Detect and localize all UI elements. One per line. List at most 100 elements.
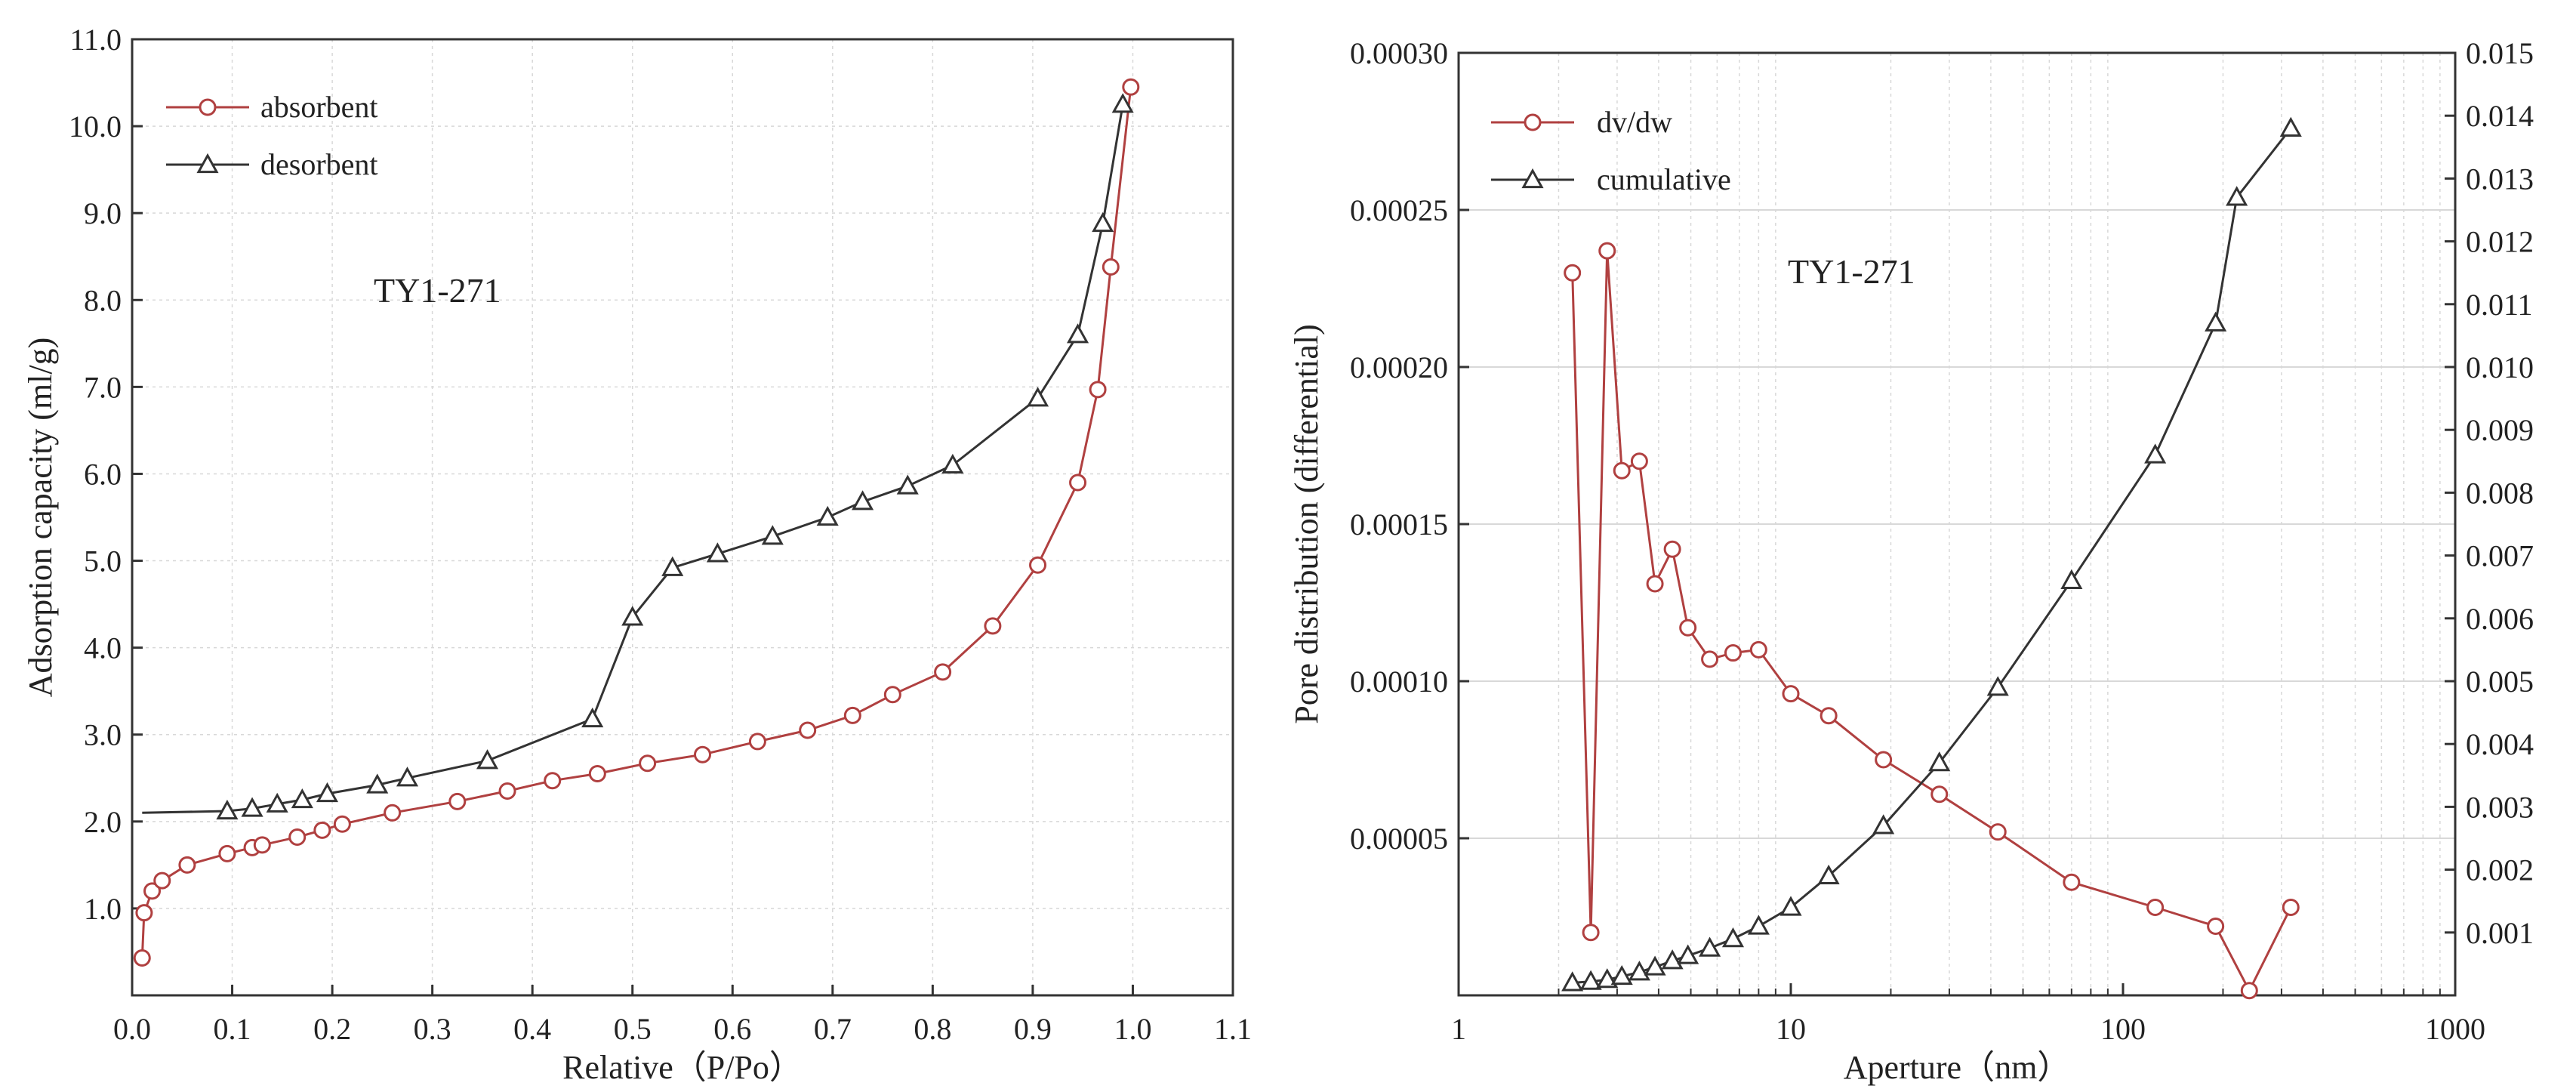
data-point-absorbent — [588, 765, 606, 783]
y-tick-label: 11.0 — [69, 23, 122, 57]
data-point-cumulative — [2060, 569, 2083, 589]
data-point-absorbent — [133, 949, 151, 967]
y2-tick-label: 0.015 — [2466, 36, 2534, 70]
data-point-absorbent — [1029, 556, 1047, 574]
data-point-cumulative — [1699, 936, 1721, 957]
x-tick-label: 0.4 — [513, 1012, 551, 1046]
y2-tick-label: 0.012 — [2466, 225, 2534, 259]
data-point-cumulative — [2279, 116, 2302, 137]
data-point-desorbent — [1026, 387, 1049, 407]
data-point-absorbent — [748, 733, 766, 751]
legend-marker-desorbent — [196, 153, 219, 174]
y2-tick-label: 0.003 — [2466, 790, 2534, 824]
data-point-absorbent — [143, 882, 162, 900]
data-point-dv/dw — [2282, 899, 2300, 917]
data-point-dv/dw — [1630, 452, 1648, 470]
data-point-desorbent — [706, 542, 729, 563]
data-point-cumulative — [1677, 944, 1699, 964]
x-tick-label: 1.0 — [1114, 1012, 1151, 1046]
data-point-cumulative — [1928, 751, 1951, 772]
data-point-desorbent — [241, 797, 263, 817]
legend: dv/dw cumulative — [1491, 105, 1731, 196]
data-point-cumulative — [1986, 676, 2009, 696]
y2-tick-label: 0.002 — [2466, 853, 2534, 887]
data-point-dv/dw — [1989, 823, 2007, 841]
data-point-dv/dw — [2240, 982, 2258, 1000]
x-tick-label: 0.5 — [614, 1012, 652, 1046]
data-point-absorbent — [135, 904, 153, 922]
data-point-cumulative — [1872, 814, 1895, 834]
data-point-absorbent — [253, 836, 271, 854]
data-point-desorbent — [291, 788, 313, 809]
data-point-absorbent — [694, 745, 712, 763]
x-tick-label: 0.2 — [313, 1012, 351, 1046]
x-tick-label: 1000 — [2425, 1012, 2485, 1046]
y-axis-title: Adsorption capacity (ml/g) — [22, 338, 59, 698]
data-point-absorbent — [1089, 381, 1107, 399]
data-point-cumulative — [2205, 311, 2227, 332]
data-point-cumulative — [1779, 896, 1802, 916]
data-point-desorbent — [941, 453, 964, 474]
data-point-desorbent — [476, 749, 499, 770]
data-point-desorbent — [396, 767, 419, 787]
y-tick-label: 4.0 — [84, 631, 122, 665]
x-tick-label: 0.3 — [414, 1012, 451, 1046]
data-point-desorbent — [266, 792, 288, 813]
data-point-absorbent — [984, 617, 1002, 635]
y-tick-label: 1.0 — [84, 892, 122, 926]
data-point-cumulative — [1610, 964, 1633, 986]
data-point-dv/dw — [1663, 540, 1681, 558]
legend-marker-cumulative — [1521, 168, 1544, 189]
y-tick-label: 0.00030 — [1350, 36, 1448, 70]
y-tick-label: 0.00010 — [1350, 665, 1448, 699]
data-point-dv/dw — [1930, 785, 1949, 804]
data-point-desorbent — [316, 782, 339, 803]
x-tick-label: 0.1 — [214, 1012, 251, 1046]
data-point-cumulative — [1817, 864, 1840, 885]
y-tick-label: 0.00020 — [1350, 350, 1448, 384]
data-point-dv/dw — [1820, 707, 1838, 725]
data-point-absorbent — [288, 828, 307, 847]
chart-annotation-title: TY1-271 — [374, 271, 501, 310]
data-point-dv/dw — [1582, 924, 1600, 942]
series-line-cumulative — [1572, 127, 2292, 984]
data-point-cumulative — [1747, 915, 1770, 935]
data-point-desorbent — [761, 525, 784, 545]
data-point-cumulative — [1579, 970, 1602, 990]
legend: absorbent desorbent — [166, 90, 378, 181]
data-point-desorbent — [896, 474, 919, 495]
data-point-dv/dw — [1749, 640, 1767, 659]
x-tick-label: 0.8 — [914, 1012, 951, 1046]
series-desorbent — [142, 93, 1134, 820]
series-cumulative — [1561, 116, 2302, 992]
data-point-absorbent — [934, 663, 952, 681]
series-line-absorbent — [140, 87, 1132, 958]
data-point-cumulative — [1661, 949, 1684, 970]
data-point-cumulative — [1628, 961, 1650, 981]
x-tick-label: 10 — [1776, 1012, 1806, 1046]
x-tick-label: 0.7 — [814, 1012, 852, 1046]
y-tick-label: 2.0 — [84, 805, 122, 839]
data-point-dv/dw — [1701, 650, 1719, 668]
x-tick-label: 0.0 — [113, 1012, 151, 1046]
y2-tick-label: 0.011 — [2466, 288, 2533, 322]
data-point-desorbent — [621, 606, 644, 626]
y-tick-label: 0.00005 — [1350, 822, 1448, 856]
data-point-absorbent — [639, 754, 657, 773]
data-point-dv/dw — [1724, 644, 1742, 662]
legend-marker-dv/dw — [1524, 113, 1542, 131]
y-tick-label: 5.0 — [84, 544, 122, 578]
data-point-desorbent — [1092, 211, 1114, 233]
data-point-cumulative — [2144, 443, 2167, 464]
y-tick-label: 9.0 — [84, 196, 122, 230]
data-point-desorbent — [1067, 323, 1089, 344]
y2-tick-label: 0.005 — [2466, 665, 2534, 699]
y2-tick-label: 0.006 — [2466, 602, 2534, 636]
data-point-dv/dw — [1598, 242, 1616, 260]
y-tick-label: 7.0 — [84, 370, 122, 404]
x-tick-label: 0.9 — [1014, 1012, 1052, 1046]
data-point-desorbent — [816, 505, 839, 526]
data-point-dv/dw — [2063, 873, 2081, 891]
plot-frame — [131, 38, 1234, 997]
